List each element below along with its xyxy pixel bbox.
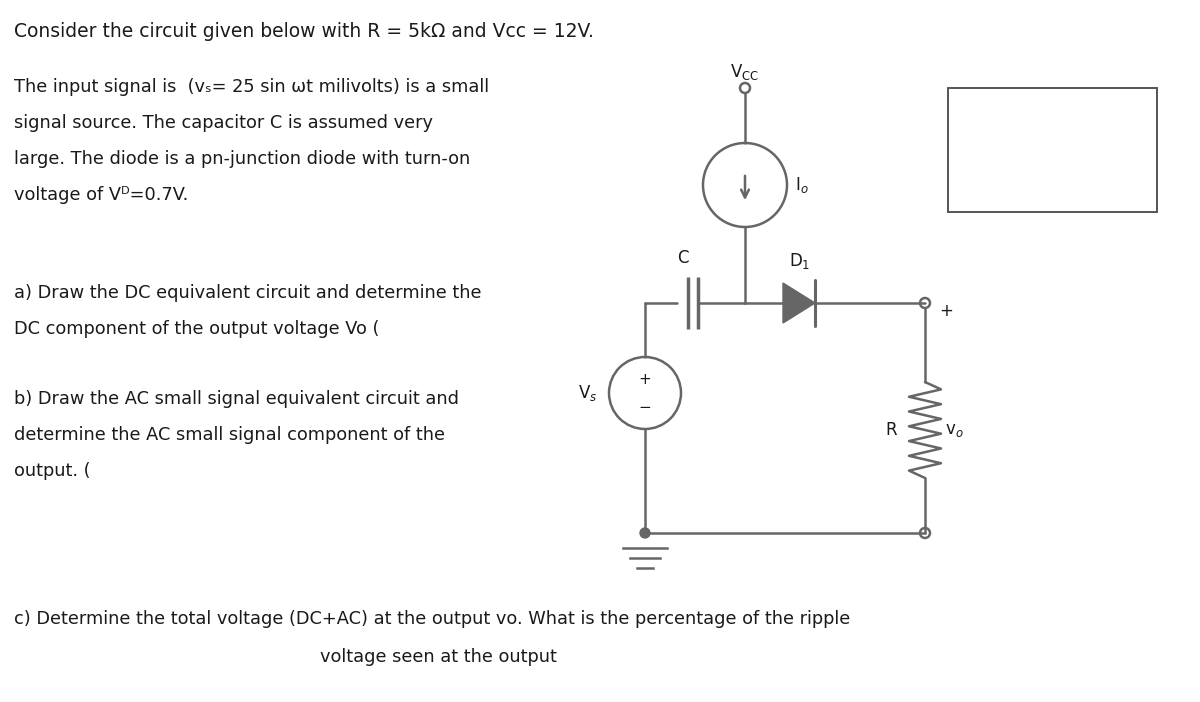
Circle shape <box>640 528 650 538</box>
Text: Iₒ = 0.5 mA: Iₒ = 0.5 mA <box>960 172 1052 187</box>
Text: V$_s$: V$_s$ <box>577 383 598 403</box>
Text: Vᶜᶜ = 12 V: Vᶜᶜ = 12 V <box>960 136 1043 151</box>
Text: R: R <box>886 421 898 439</box>
Text: voltage seen at the output: voltage seen at the output <box>320 648 557 666</box>
Text: DC component of the output voltage Vo (: DC component of the output voltage Vo ( <box>14 320 379 338</box>
Text: D$_1$: D$_1$ <box>790 251 811 271</box>
Text: c) Determine the total voltage (DC+AC) at the output vo. What is the percentage : c) Determine the total voltage (DC+AC) a… <box>14 610 851 628</box>
Text: v$_o$: v$_o$ <box>946 421 964 439</box>
Text: The input signal is  (vₛ= 25 sin ωt milivolts) is a small: The input signal is (vₛ= 25 sin ωt miliv… <box>14 78 490 96</box>
Polygon shape <box>784 283 815 323</box>
Text: signal source. The capacitor C is assumed very: signal source. The capacitor C is assume… <box>14 114 433 132</box>
Text: +: + <box>638 371 652 387</box>
Text: voltage of Vᴰ=0.7V.: voltage of Vᴰ=0.7V. <box>14 186 188 204</box>
Text: R= 5 kΩ: R= 5 kΩ <box>960 102 1027 117</box>
Text: Consider the circuit given below with R = 5kΩ and Vcc = 12V.: Consider the circuit given below with R … <box>14 22 594 41</box>
Text: b) Draw the AC small signal equivalent circuit and: b) Draw the AC small signal equivalent c… <box>14 390 458 408</box>
Text: −: − <box>638 399 652 414</box>
Text: a) Draw the DC equivalent circuit and determine the: a) Draw the DC equivalent circuit and de… <box>14 284 481 302</box>
Text: +: + <box>940 302 953 320</box>
Text: large. The diode is a pn-junction diode with turn-on: large. The diode is a pn-junction diode … <box>14 150 470 168</box>
Text: output. (: output. ( <box>14 462 90 480</box>
Text: determine the AC small signal component of the: determine the AC small signal component … <box>14 426 445 444</box>
FancyBboxPatch shape <box>948 88 1157 212</box>
Text: I$_o$: I$_o$ <box>796 175 809 195</box>
Text: C: C <box>677 249 689 267</box>
Text: V$_{\mathsf{CC}}$: V$_{\mathsf{CC}}$ <box>731 62 760 82</box>
